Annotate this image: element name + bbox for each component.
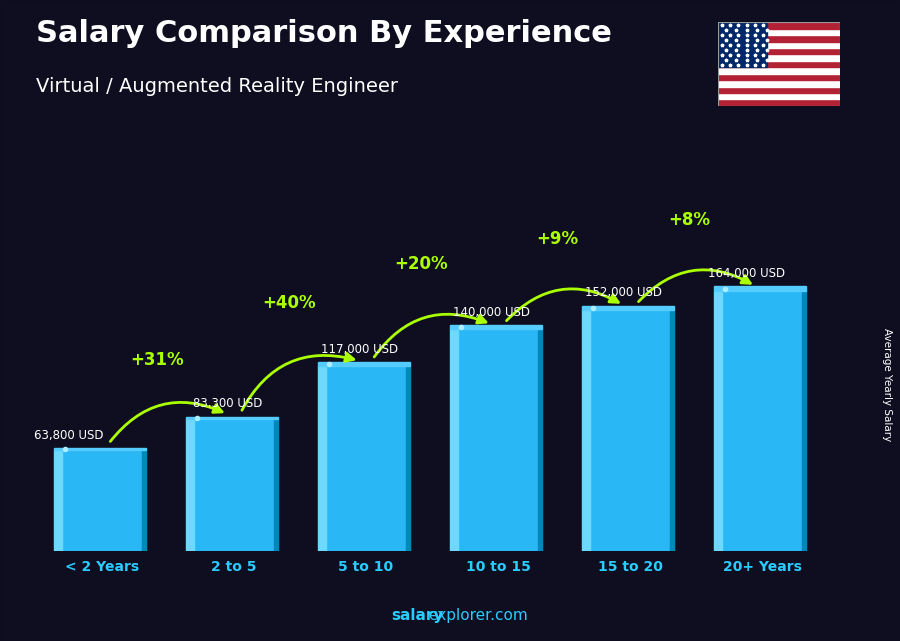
- Text: 83,300 USD: 83,300 USD: [193, 397, 262, 410]
- Text: +8%: +8%: [669, 211, 710, 229]
- Bar: [718, 61, 840, 67]
- Text: 164,000 USD: 164,000 USD: [707, 267, 785, 280]
- Bar: [319, 362, 410, 365]
- Bar: [55, 450, 62, 551]
- Text: 140,000 USD: 140,000 USD: [453, 306, 530, 319]
- Bar: [718, 93, 840, 99]
- Bar: [582, 310, 590, 551]
- Bar: [458, 329, 537, 551]
- Bar: [718, 35, 840, 42]
- Bar: [718, 29, 840, 35]
- Bar: [802, 291, 806, 551]
- Text: 117,000 USD: 117,000 USD: [320, 343, 398, 356]
- Bar: [194, 419, 274, 551]
- Text: +31%: +31%: [130, 351, 184, 369]
- Bar: [718, 74, 840, 80]
- Text: explorer.com: explorer.com: [428, 608, 528, 623]
- Bar: [319, 365, 327, 551]
- Text: 5 to 10: 5 to 10: [338, 560, 393, 574]
- Bar: [327, 365, 406, 551]
- Bar: [718, 48, 840, 54]
- Text: Salary Comparison By Experience: Salary Comparison By Experience: [36, 19, 612, 48]
- Bar: [715, 287, 806, 291]
- Bar: [718, 42, 840, 48]
- Bar: [590, 310, 670, 551]
- Text: +40%: +40%: [263, 294, 316, 312]
- Text: 63,800 USD: 63,800 USD: [34, 429, 104, 442]
- Text: 152,000 USD: 152,000 USD: [585, 287, 662, 299]
- Bar: [582, 306, 674, 310]
- Bar: [718, 99, 840, 106]
- Text: < 2 Years: < 2 Years: [65, 560, 140, 574]
- Text: Virtual / Augmented Reality Engineer: Virtual / Augmented Reality Engineer: [36, 77, 398, 96]
- Bar: [715, 291, 723, 551]
- Bar: [141, 450, 147, 551]
- Text: +9%: +9%: [536, 230, 579, 248]
- Bar: [718, 87, 840, 93]
- Text: 10 to 15: 10 to 15: [465, 560, 530, 574]
- Text: +20%: +20%: [394, 256, 448, 274]
- Bar: [451, 325, 543, 329]
- Text: 2 to 5: 2 to 5: [212, 560, 256, 574]
- Bar: [406, 365, 410, 551]
- Bar: [670, 310, 674, 551]
- Text: 20+ Years: 20+ Years: [723, 560, 801, 574]
- Bar: [274, 419, 278, 551]
- Bar: [718, 22, 840, 29]
- Bar: [62, 450, 141, 551]
- Bar: [723, 291, 802, 551]
- Bar: [718, 22, 767, 67]
- Bar: [55, 448, 147, 450]
- Bar: [537, 329, 543, 551]
- Bar: [186, 417, 278, 419]
- Bar: [718, 80, 840, 87]
- Bar: [451, 329, 458, 551]
- Bar: [718, 54, 840, 61]
- Bar: [186, 419, 194, 551]
- Text: 15 to 20: 15 to 20: [598, 560, 662, 574]
- Text: salary: salary: [392, 608, 444, 623]
- Bar: [718, 67, 840, 74]
- Text: Average Yearly Salary: Average Yearly Salary: [881, 328, 892, 441]
